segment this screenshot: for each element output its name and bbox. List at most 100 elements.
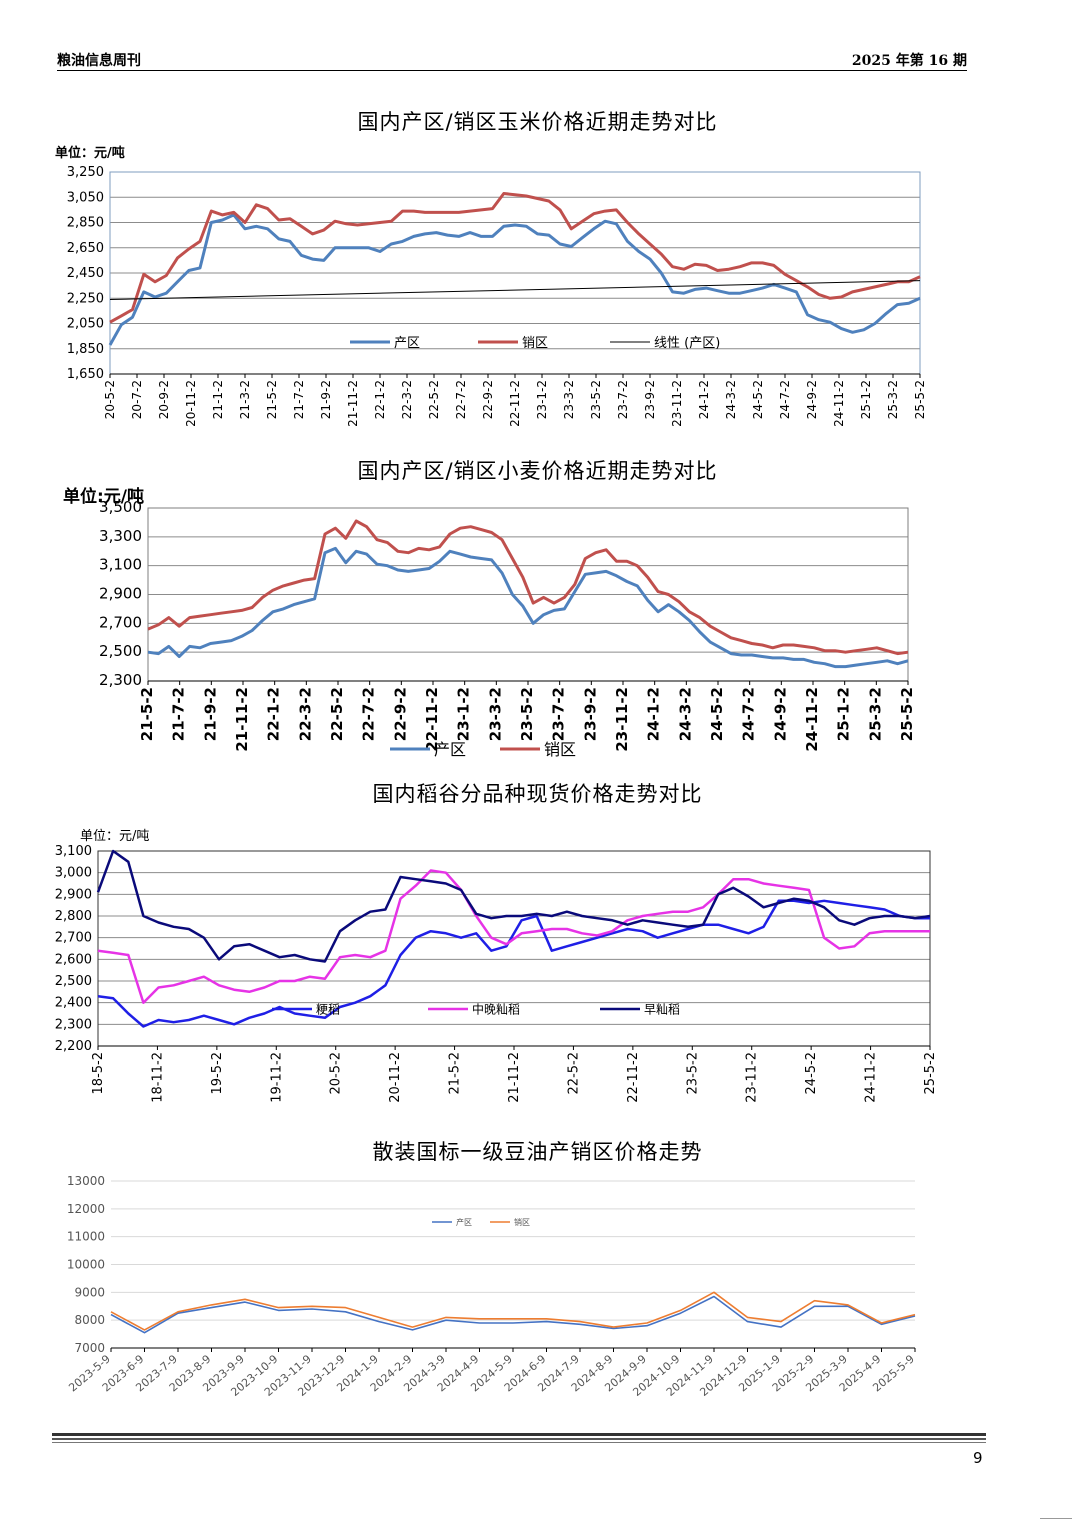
y-tick-label: 13000 xyxy=(67,1174,105,1188)
x-tick-label: 22-11-2 xyxy=(423,687,441,752)
legend-label: 产区 xyxy=(434,740,466,759)
y-tick-label: 2,650 xyxy=(67,241,104,256)
y-tick-label: 2,900 xyxy=(99,585,142,603)
x-tick-label: 24-11-2 xyxy=(864,1052,879,1103)
x-tick-label: 24-5-2 xyxy=(708,687,726,741)
legend-label: 早籼稻 xyxy=(644,1003,680,1017)
y-tick-label: 1,850 xyxy=(67,342,104,357)
x-tick-label: 25-3-2 xyxy=(866,687,884,741)
x-tick-label: 20-5-2 xyxy=(103,380,117,419)
series-line-1 xyxy=(110,1291,916,1331)
x-tick-label: 25-5-2 xyxy=(913,380,927,419)
x-tick-label: 24-11-2 xyxy=(832,380,846,427)
x-tick-label: 22-5-2 xyxy=(328,687,346,741)
y-tick-label: 2,900 xyxy=(55,887,92,902)
x-tick-label: 21-7-2 xyxy=(292,380,306,419)
legend-label: 销区 xyxy=(522,336,548,351)
x-tick-label: 21-9-2 xyxy=(319,380,333,419)
x-tick-label: 23-5-2 xyxy=(518,687,536,741)
y-tick-label: 2,850 xyxy=(67,216,104,231)
x-tick-label: 19-11-2 xyxy=(269,1052,284,1103)
x-tick-label: 24-7-2 xyxy=(778,380,792,419)
legend-label: 销区 xyxy=(544,740,576,759)
y-tick-label: 8000 xyxy=(74,1313,105,1327)
x-tick-label: 23-7-2 xyxy=(616,380,630,419)
x-tick-label: 22-5-2 xyxy=(566,1052,581,1094)
corner-rule xyxy=(1040,1518,1072,1519)
chart-title-soyoil: 散装国标一级豆油产销区价格走势 xyxy=(372,1140,703,1164)
x-tick-label: 23-9-2 xyxy=(581,687,599,741)
footer-rule xyxy=(52,1442,986,1443)
chart-title-wheat: 国内产区/销区小麦价格近期走势对比 xyxy=(357,459,718,483)
x-tick-label: 21-11-2 xyxy=(233,687,251,752)
y-tick-label: 12000 xyxy=(67,1202,105,1216)
legend-label: 线性 (产区) xyxy=(654,336,720,351)
y-tick-label: 1,650 xyxy=(67,367,104,382)
y-tick-label: 3,300 xyxy=(99,527,142,545)
y-tick-label: 10000 xyxy=(67,1258,105,1272)
x-tick-label: 23-9-2 xyxy=(643,380,657,419)
y-tick-label: 2,500 xyxy=(55,974,92,989)
unit-label: 单位：元/吨 xyxy=(55,145,125,161)
x-tick-label: 24-5-2 xyxy=(751,380,765,419)
legend-label: 粳稻 xyxy=(316,1003,340,1017)
x-tick-label: 23-11-2 xyxy=(745,1052,760,1103)
x-tick-label: 24-11-2 xyxy=(803,687,821,752)
y-tick-label: 2,050 xyxy=(67,317,104,332)
y-tick-label: 2,700 xyxy=(99,613,142,631)
x-tick-label: 24-3-2 xyxy=(676,687,694,741)
legend-label: 产区 xyxy=(456,1217,472,1227)
x-tick-label: 24-9-2 xyxy=(805,380,819,419)
x-tick-label: 22-3-2 xyxy=(400,380,414,419)
unit-label: 单位：元/吨 xyxy=(80,829,149,844)
x-tick-label: 22-5-2 xyxy=(427,380,441,419)
x-tick-label: 23-7-2 xyxy=(550,687,568,741)
legend-label: 产区 xyxy=(394,336,420,351)
y-tick-label: 2,300 xyxy=(99,671,142,689)
y-tick-label: 2,600 xyxy=(55,952,92,967)
y-tick-label: 9000 xyxy=(74,1285,105,1299)
y-tick-label: 2,400 xyxy=(55,996,92,1011)
x-tick-label: 21-11-2 xyxy=(507,1052,522,1103)
x-tick-label: 22-1-2 xyxy=(265,687,283,741)
page-number: 9 xyxy=(973,1449,983,1467)
x-tick-label: 24-5-2 xyxy=(804,1052,819,1094)
x-tick-label: 25-3-2 xyxy=(886,380,900,419)
y-tick-label: 3,050 xyxy=(67,190,104,205)
x-tick-label: 24-9-2 xyxy=(771,687,789,741)
x-tick-label: 20-9-2 xyxy=(157,380,171,419)
series-line-1 xyxy=(109,192,921,324)
x-tick-label: 20-11-2 xyxy=(184,380,198,427)
y-tick-label: 2,450 xyxy=(67,266,104,281)
x-tick-label: 22-11-2 xyxy=(626,1052,641,1103)
x-tick-label: 22-9-2 xyxy=(391,687,409,741)
y-tick-label: 7000 xyxy=(74,1341,105,1355)
x-tick-label: 21-7-2 xyxy=(170,687,188,741)
y-tick-label: 2,800 xyxy=(55,909,92,924)
x-tick-label: 25-5-2 xyxy=(923,1052,938,1094)
legend-label: 销区 xyxy=(514,1217,530,1227)
x-tick-label: 23-3-2 xyxy=(562,380,576,419)
x-tick-label: 21-3-2 xyxy=(238,380,252,419)
y-tick-label: 2,500 xyxy=(99,642,142,660)
x-tick-label: 21-5-2 xyxy=(138,687,156,741)
series-line-1 xyxy=(147,519,909,656)
x-tick-label: 23-5-2 xyxy=(685,1052,700,1094)
series-line-2 xyxy=(109,280,921,300)
y-tick-label: 2,300 xyxy=(55,1017,92,1032)
x-tick-label: 22-1-2 xyxy=(373,380,387,419)
y-tick-label: 3,500 xyxy=(99,498,142,516)
x-tick-label: 22-7-2 xyxy=(454,380,468,419)
series-line-1 xyxy=(97,869,930,1004)
footer-rule xyxy=(52,1438,986,1440)
x-tick-label: 25-5-2 xyxy=(898,687,916,741)
x-tick-label: 23-1-2 xyxy=(455,687,473,741)
x-tick-label: 21-11-2 xyxy=(346,380,360,427)
chart-title-corn: 国内产区/销区玉米价格近期走势对比 xyxy=(357,110,718,134)
x-tick-label: 24-3-2 xyxy=(724,380,738,419)
x-tick-label: 22-11-2 xyxy=(508,380,522,427)
issue-number: 2025 年第 16 期 xyxy=(851,53,967,69)
x-tick-label: 25-1-2 xyxy=(859,380,873,419)
y-tick-label: 2,250 xyxy=(67,291,104,306)
